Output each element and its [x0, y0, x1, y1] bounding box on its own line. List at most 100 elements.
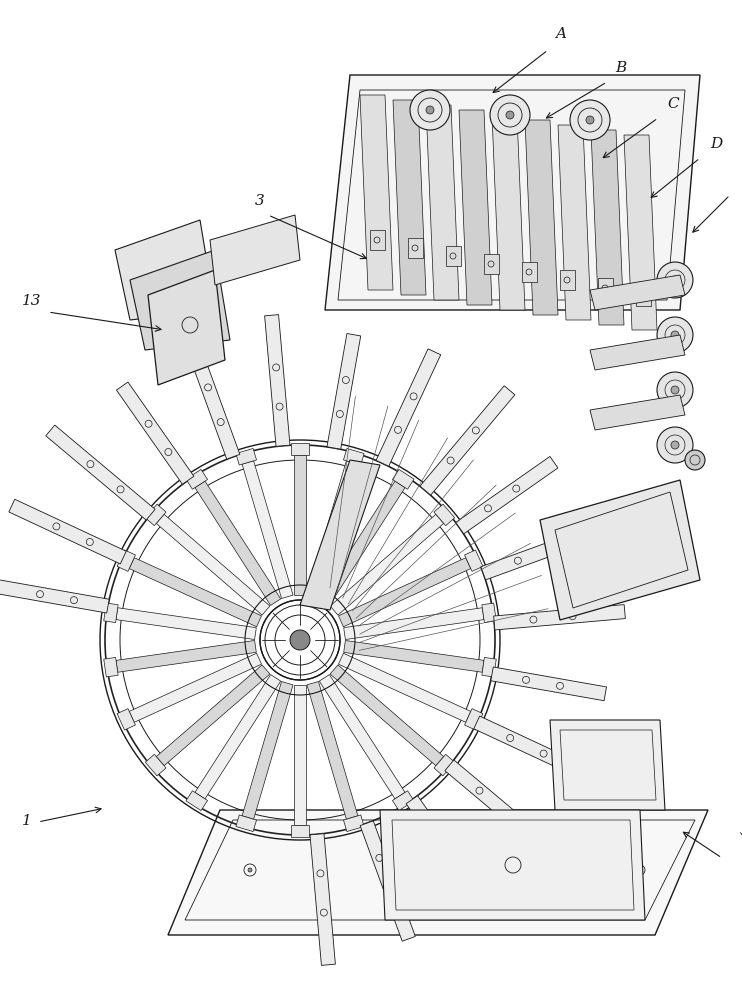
Polygon shape	[236, 448, 257, 465]
Polygon shape	[117, 550, 136, 571]
Polygon shape	[446, 246, 461, 266]
Polygon shape	[624, 135, 657, 330]
Polygon shape	[294, 455, 306, 595]
Polygon shape	[426, 105, 459, 300]
Circle shape	[671, 386, 679, 394]
Polygon shape	[560, 270, 575, 290]
Polygon shape	[490, 667, 606, 701]
Polygon shape	[115, 220, 215, 320]
Polygon shape	[598, 278, 613, 298]
Text: C: C	[667, 97, 679, 111]
Polygon shape	[300, 460, 380, 610]
Polygon shape	[148, 270, 225, 385]
Polygon shape	[393, 469, 414, 489]
Text: 1: 1	[22, 814, 32, 828]
Polygon shape	[294, 685, 306, 825]
Circle shape	[290, 630, 310, 650]
Polygon shape	[636, 286, 651, 306]
Polygon shape	[242, 681, 293, 819]
Polygon shape	[393, 100, 426, 295]
Polygon shape	[307, 461, 358, 599]
Polygon shape	[558, 125, 591, 320]
Polygon shape	[482, 603, 496, 623]
Polygon shape	[474, 716, 591, 781]
Polygon shape	[481, 525, 601, 580]
Polygon shape	[338, 653, 470, 722]
Polygon shape	[116, 382, 194, 484]
Polygon shape	[344, 640, 484, 672]
Polygon shape	[493, 605, 626, 630]
Polygon shape	[360, 95, 393, 290]
Polygon shape	[116, 608, 256, 640]
Polygon shape	[168, 810, 708, 935]
Text: 13: 13	[22, 294, 42, 308]
Polygon shape	[157, 665, 270, 766]
Polygon shape	[434, 504, 455, 526]
Polygon shape	[338, 558, 470, 627]
Circle shape	[657, 317, 693, 353]
Circle shape	[657, 372, 693, 408]
Polygon shape	[464, 709, 483, 730]
Polygon shape	[195, 675, 280, 799]
Polygon shape	[9, 499, 126, 564]
Circle shape	[570, 100, 610, 140]
Polygon shape	[456, 456, 558, 534]
Polygon shape	[319, 481, 405, 605]
Polygon shape	[459, 110, 492, 305]
Polygon shape	[0, 579, 109, 613]
Circle shape	[410, 90, 450, 130]
Polygon shape	[344, 608, 484, 640]
Circle shape	[490, 95, 530, 135]
Polygon shape	[590, 335, 685, 370]
Polygon shape	[117, 709, 136, 730]
Text: B: B	[615, 61, 626, 75]
Polygon shape	[129, 653, 262, 722]
Circle shape	[438, 878, 442, 882]
Polygon shape	[327, 333, 361, 449]
Text: D: D	[710, 137, 722, 151]
Polygon shape	[145, 504, 166, 526]
Polygon shape	[104, 657, 118, 677]
Circle shape	[506, 111, 514, 119]
Polygon shape	[344, 815, 364, 832]
Polygon shape	[310, 834, 335, 965]
Polygon shape	[236, 815, 257, 832]
Polygon shape	[325, 75, 700, 310]
Circle shape	[588, 873, 592, 877]
Polygon shape	[210, 215, 300, 285]
Polygon shape	[590, 275, 685, 310]
Circle shape	[248, 868, 252, 872]
Polygon shape	[484, 254, 499, 274]
Polygon shape	[370, 230, 385, 250]
Polygon shape	[307, 681, 358, 819]
Text: 3: 3	[255, 194, 265, 208]
Polygon shape	[360, 821, 416, 941]
Polygon shape	[344, 448, 364, 465]
Polygon shape	[104, 603, 118, 623]
Circle shape	[671, 276, 679, 284]
Polygon shape	[591, 130, 624, 325]
Polygon shape	[330, 514, 444, 615]
Polygon shape	[186, 791, 208, 811]
Circle shape	[586, 116, 594, 124]
Polygon shape	[291, 825, 309, 837]
Polygon shape	[406, 796, 484, 898]
Polygon shape	[330, 665, 444, 766]
Polygon shape	[590, 395, 685, 430]
Polygon shape	[242, 461, 293, 599]
Polygon shape	[186, 469, 208, 489]
Polygon shape	[434, 754, 455, 776]
Polygon shape	[195, 481, 280, 605]
Polygon shape	[540, 480, 700, 620]
Text: 100: 100	[735, 826, 742, 858]
Circle shape	[671, 331, 679, 339]
Circle shape	[657, 262, 693, 298]
Polygon shape	[492, 115, 525, 310]
Polygon shape	[380, 810, 645, 920]
Polygon shape	[145, 754, 166, 776]
Polygon shape	[157, 514, 270, 615]
Circle shape	[426, 106, 434, 114]
Polygon shape	[265, 315, 290, 446]
Polygon shape	[482, 657, 496, 677]
Polygon shape	[445, 760, 554, 855]
